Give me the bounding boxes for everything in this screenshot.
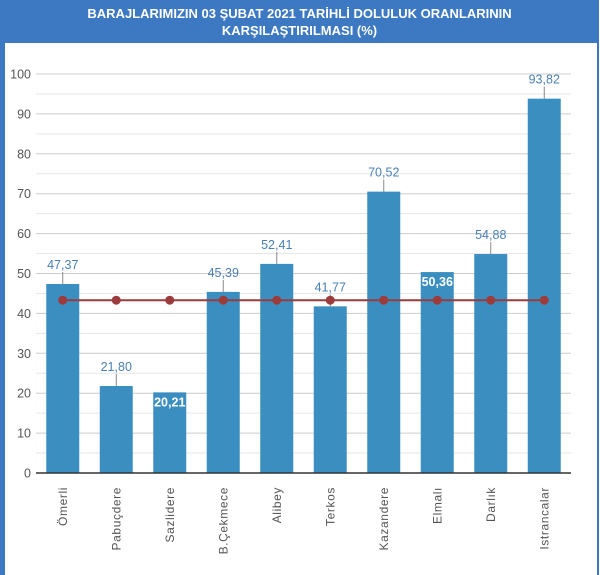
value-label: 54,88 (475, 228, 506, 242)
x-tick-label: Sazlidere (163, 487, 177, 542)
chart-title-banner: BARAJLARIMIZIN 03 ŞUBAT 2021 TARİHLİ DOL… (0, 0, 599, 43)
bar (206, 291, 240, 473)
value-label: 47,37 (47, 258, 78, 272)
bar (99, 386, 133, 473)
x-axis-labels: Ömerli Pabuçdere Sazlidere B.Çekmece Alibey T… (56, 487, 552, 555)
value-label: 52,41 (261, 238, 292, 252)
y-tick-label: 50 (17, 267, 31, 281)
x-tick-label: Ömerli (56, 487, 70, 526)
bar (313, 306, 347, 473)
value-label: 70,52 (368, 166, 399, 180)
average-point (486, 295, 496, 305)
y-axis-ticks: 0 10 20 30 40 50 60 70 80 90 100 (10, 68, 31, 481)
y-tick-label: 90 (17, 107, 31, 121)
x-tick-label: Elmalı (430, 487, 444, 524)
chart-title-line-1: BARAJLARIMIZIN 03 ŞUBAT 2021 TARİHLİ DOL… (87, 6, 512, 21)
value-labels: 47,37 21,80 20,21 45,39 52,41 41,77 70,52 50,36… (47, 73, 560, 410)
average-point (432, 295, 442, 305)
x-tick-label: Terkos (323, 487, 337, 526)
bar (260, 263, 294, 473)
y-tick-label: 30 (17, 347, 31, 361)
average-point (165, 295, 175, 305)
value-label: 21,80 (101, 360, 132, 374)
value-label: 93,82 (529, 73, 560, 87)
x-tick-label: Kazandere (377, 487, 391, 550)
x-tick-label: Darlık (484, 487, 498, 522)
x-tick-label: B.Çekmece (216, 487, 230, 554)
y-tick-label: 40 (17, 307, 31, 321)
value-label: 20,21 (154, 395, 185, 409)
frame-right-border (597, 0, 599, 575)
average-point (58, 295, 68, 305)
average-point (218, 295, 228, 305)
y-tick-label: 10 (17, 427, 31, 441)
bar (527, 98, 561, 473)
y-tick-label: 0 (24, 467, 31, 481)
y-tick-label: 60 (17, 227, 31, 241)
average-point (272, 295, 282, 305)
average-point (325, 295, 335, 305)
x-tick-label: Istrancalar (537, 487, 551, 550)
average-point (379, 295, 389, 305)
bar (474, 254, 508, 473)
label-connectors (62, 86, 545, 387)
bar (46, 283, 80, 473)
y-tick-label: 100 (10, 68, 31, 82)
value-label: 41,77 (315, 280, 346, 294)
x-tick-label: Pabuçdere (109, 487, 123, 550)
average-point (111, 295, 121, 305)
frame-left-border (0, 0, 5, 575)
chart-title-line-2: KARŞILAŞTIRILMASI (%) (221, 23, 378, 38)
y-tick-label: 80 (17, 147, 31, 161)
x-tick-label: Alibey (270, 487, 284, 523)
bar (367, 191, 401, 474)
value-label: 45,39 (208, 266, 239, 280)
average-line (58, 295, 549, 305)
y-tick-label: 20 (17, 387, 31, 401)
bar (153, 392, 187, 473)
average-point (539, 295, 549, 305)
bars (46, 98, 561, 474)
value-label: 50,36 (422, 275, 453, 289)
bar (420, 272, 454, 473)
y-tick-label: 70 (17, 187, 31, 201)
